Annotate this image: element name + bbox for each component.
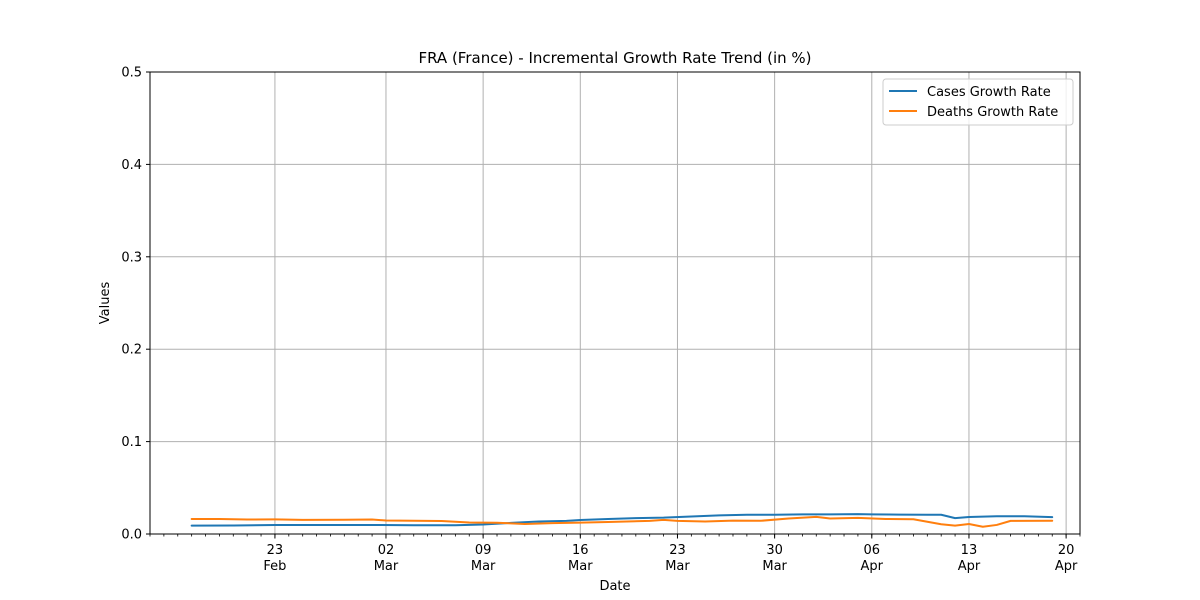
x-tick-day: 09 [475,543,492,558]
x-tick-month: Apr [861,559,884,574]
x-tick-day: 30 [766,543,783,558]
x-tick-day: 06 [864,543,881,558]
y-tick-label: 0.4 [121,158,142,173]
series-line-deaths [190,515,1054,528]
x-tick-month: Mar [568,559,593,574]
y-tick-label: 0.2 [121,343,142,358]
grid-lines [150,71,1080,535]
y-tick-label: 0.0 [121,528,142,543]
legend-label-deaths: Deaths Growth Rate [927,105,1058,120]
x-tick-month: Mar [665,559,690,574]
y-tick-label: 0.5 [121,66,142,81]
x-axis-title: Date [599,579,630,594]
plot-frame [149,71,1081,535]
x-tick-day: 23 [267,543,284,558]
x-tick-day: 23 [669,543,686,558]
y-tick-label: 0.3 [121,250,142,265]
x-axis: 23Feb02Mar09Mar16Mar23Mar30Mar06Apr13Apr… [149,534,1081,574]
x-tick-day: 02 [378,543,395,558]
x-tick-month: Mar [471,559,496,574]
x-tick-month: Mar [762,559,787,574]
y-tick-label: 0.1 [121,435,142,450]
chart-title: FRA (France) - Incremental Growth Rate T… [418,49,811,67]
x-tick-day: 16 [572,543,589,558]
series-line-cases [190,513,1054,527]
series-lines [190,513,1054,528]
y-axis-title: Values [98,282,113,325]
legend: Cases Growth Rate Deaths Growth Rate [882,78,1074,126]
x-tick-day: 20 [1058,543,1075,558]
x-tick-month: Mar [374,559,399,574]
x-tick-month: Feb [263,559,286,574]
x-tick-month: Apr [958,559,981,574]
x-tick-month: Apr [1055,559,1078,574]
legend-label-cases: Cases Growth Rate [927,85,1051,100]
x-tick-day: 13 [961,543,978,558]
y-axis: 0.0 0.1 0.2 0.3 0.4 0.5 [121,66,150,543]
legend-box [882,78,1074,126]
